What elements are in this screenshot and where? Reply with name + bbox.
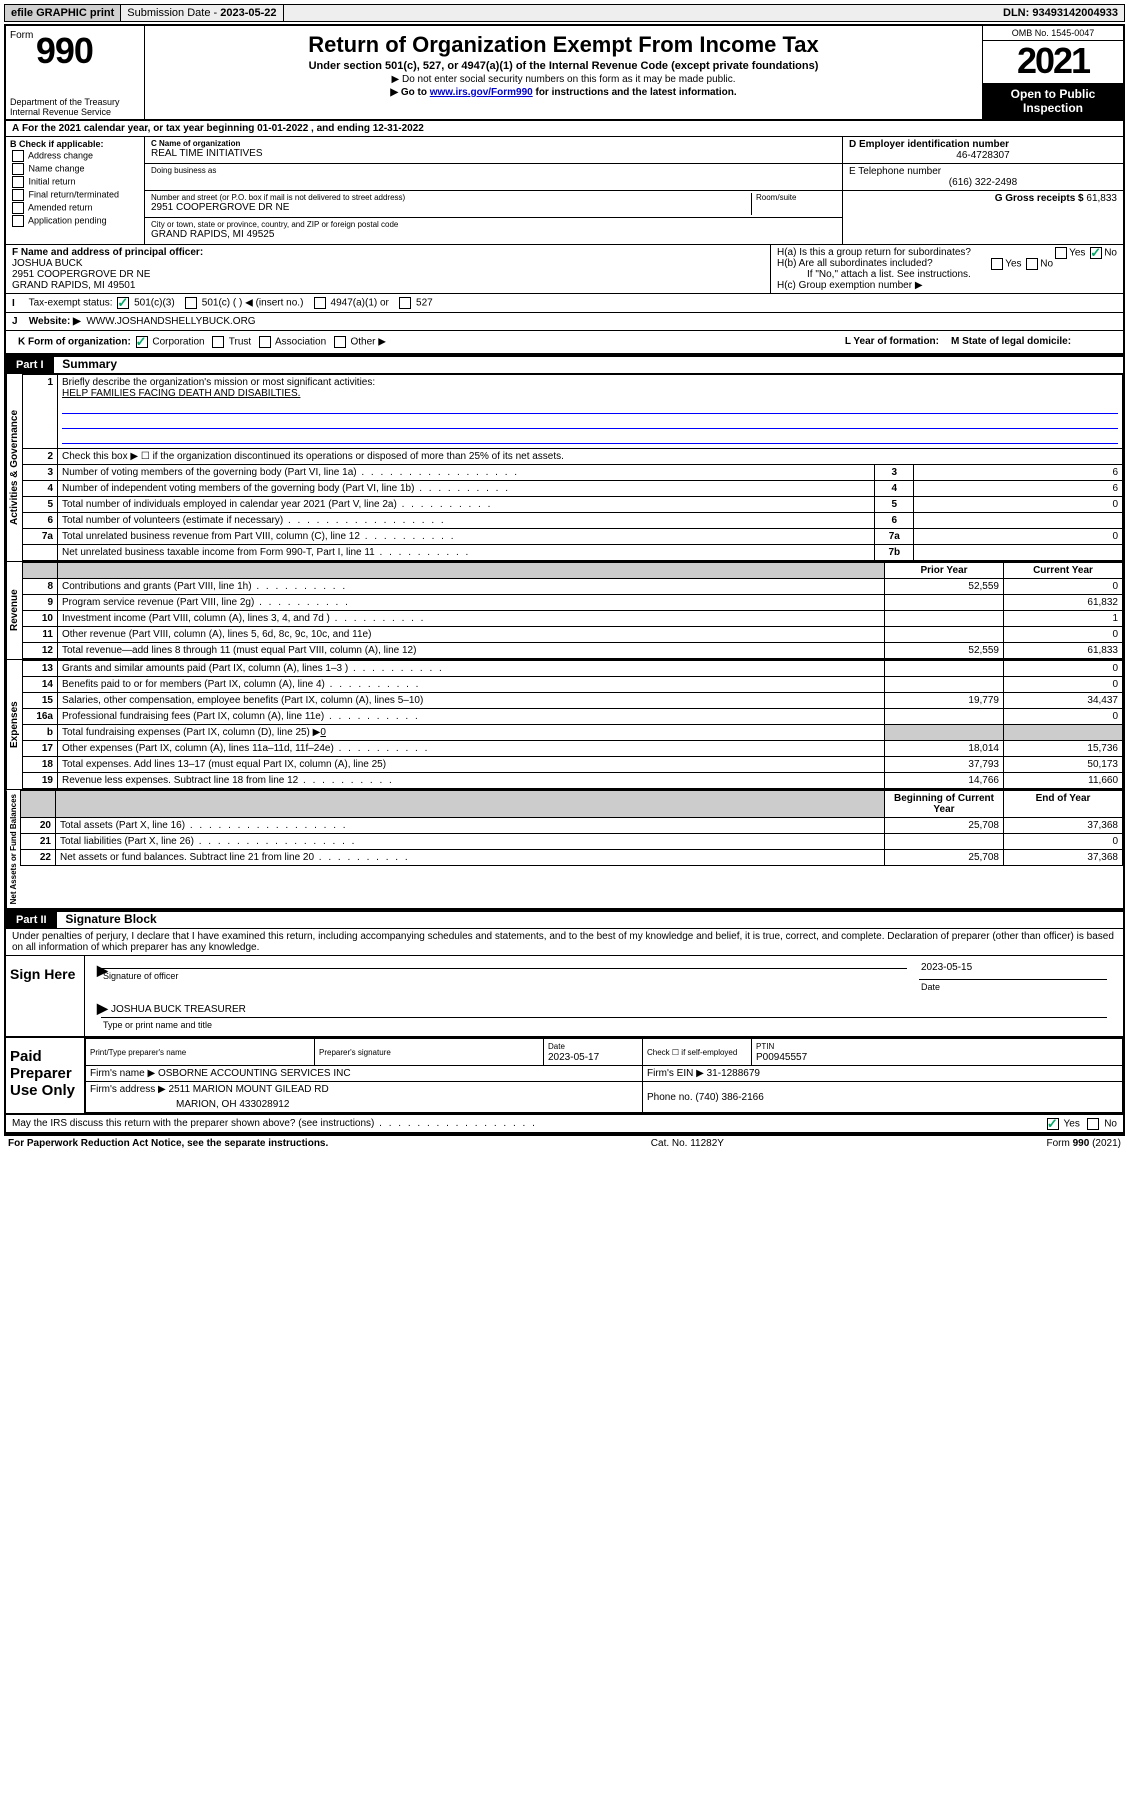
officer-name: JOSHUA BUCK TREASURER [101,1004,246,1015]
line-i: I Tax-exempt status: 501(c)(3) 501(c) ( … [6,294,1123,313]
efile-topbar: efile GRAPHIC print Submission Date - 20… [4,4,1125,22]
line-klm: K Form of organization: Corporation Trus… [6,331,1123,355]
may-irs-discuss: May the IRS discuss this return with the… [6,1115,1123,1134]
irs-label: Internal Revenue Service [10,107,140,117]
vert-expenses: Expenses [6,660,22,789]
dept-treasury: Department of the Treasury [10,97,140,107]
mission: HELP FAMILIES FACING DEATH AND DISABILTI… [62,388,300,399]
org-city: GRAND RAPIDS, MI 49525 [151,229,836,240]
form-header: Form 990 Department of the Treasury Inte… [6,26,1123,121]
irs-link[interactable]: www.irs.gov/Form990 [430,87,533,98]
vert-netassets: Net Assets or Fund Balances [6,790,20,908]
telephone: (616) 322-2498 [849,177,1117,188]
dln: DLN: 93493142004933 [997,5,1124,21]
block-f: F Name and address of principal officer:… [6,245,771,293]
omb-number: OMB No. 1545-0047 [983,26,1123,41]
block-c: C Name of organization REAL TIME INITIAT… [145,137,843,244]
goto-link-line: ▶ Go to www.irs.gov/Form990 for instruct… [153,87,974,98]
submission-date: Submission Date - 2023-05-22 [121,5,283,21]
part1-header: Part I Summary [6,355,1123,374]
gross-receipts: 61,833 [1086,193,1117,204]
vert-revenue: Revenue [6,562,22,659]
paid-preparer: Paid Preparer Use Only [6,1038,85,1113]
part2-header: Part II Signature Block [6,910,1123,929]
ssn-note: ▶ Do not enter social security numbers o… [153,74,974,85]
website: WWW.JOSHANDSHELLYBUCK.ORG [86,316,255,327]
block-deg: D Employer identification number 46-4728… [843,137,1123,244]
org-name: REAL TIME INITIATIVES [151,148,836,159]
form-number: 990 [36,30,93,71]
line-a: A For the 2021 calendar year, or tax yea… [6,121,1123,137]
block-b: B Check if applicable: Address change Na… [6,137,145,244]
org-street: 2951 COOPERGROVE DR NE [151,202,747,213]
form-title: Return of Organization Exempt From Incom… [153,32,974,58]
firm-name: OSBORNE ACCOUNTING SERVICES INC [158,1068,351,1079]
form-subtitle: Under section 501(c), 527, or 4947(a)(1)… [153,60,974,72]
footer: For Paperwork Reduction Act Notice, see … [4,1136,1125,1151]
form-prefix: Form [10,30,33,41]
jurat: Under penalties of perjury, I declare th… [6,929,1123,956]
open-inspection: Open to Public Inspection [983,83,1123,119]
tax-year: 2021 [983,41,1123,83]
line-j: J Website: ▶ WWW.JOSHANDSHELLYBUCK.ORG [6,313,1123,331]
sign-here: Sign Here [6,956,85,1036]
vert-activities: Activities & Governance [6,374,22,561]
efile-graphic-print[interactable]: efile GRAPHIC print [5,5,121,21]
block-h: H(a) Is this a group return for subordin… [771,245,1123,293]
sign-date: 2023-05-15 [913,962,1113,973]
ein: 46-4728307 [849,150,1117,161]
